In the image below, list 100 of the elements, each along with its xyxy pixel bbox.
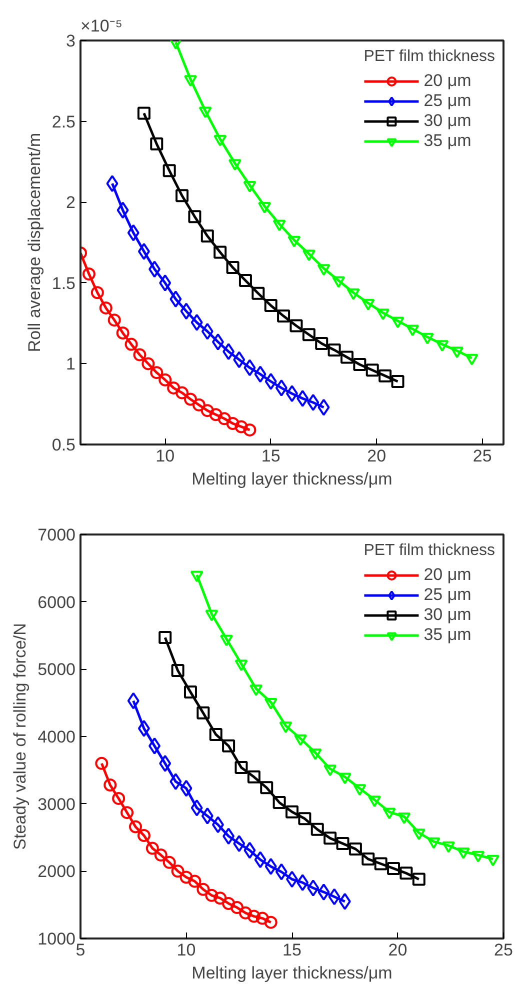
point <box>226 261 240 274</box>
point <box>162 164 176 178</box>
point <box>264 372 277 390</box>
point <box>336 837 350 850</box>
x-tick-label: 25 <box>494 940 513 960</box>
point <box>277 310 290 323</box>
point <box>442 841 456 853</box>
point <box>406 324 420 336</box>
legend-label: 35 μm <box>424 625 472 645</box>
point <box>247 770 260 784</box>
y-tick-label: 0.5 <box>52 436 76 454</box>
point <box>420 332 434 344</box>
point <box>127 224 140 242</box>
point <box>188 874 202 888</box>
point <box>366 364 379 377</box>
point <box>218 412 231 426</box>
point <box>233 351 246 368</box>
point <box>176 189 189 202</box>
x-tick-label: 10 <box>176 940 196 960</box>
y-tick-label: 1.5 <box>52 274 76 293</box>
y-tick-label: 1 <box>66 354 76 374</box>
point <box>222 739 236 752</box>
point <box>209 408 222 422</box>
point <box>209 728 222 741</box>
point <box>465 354 478 366</box>
point <box>108 314 121 327</box>
point <box>184 686 197 699</box>
point <box>328 888 340 906</box>
point <box>294 734 307 746</box>
point <box>184 392 197 406</box>
point <box>238 906 252 920</box>
point <box>315 337 328 350</box>
y-tick-label: 4000 <box>38 728 76 746</box>
point <box>222 828 235 845</box>
point <box>275 379 288 396</box>
point <box>230 901 244 914</box>
point <box>412 872 426 886</box>
point <box>362 852 375 866</box>
point <box>167 381 180 394</box>
point <box>150 137 164 150</box>
point <box>436 340 449 352</box>
point <box>254 366 266 383</box>
point <box>272 220 286 232</box>
point <box>128 820 142 834</box>
point <box>198 106 212 118</box>
x-tick-label: 15 <box>282 940 302 960</box>
point <box>212 333 224 350</box>
point <box>264 916 278 929</box>
y-tick-label: 3000 <box>38 794 76 814</box>
legend-label: 35 μm <box>424 131 472 151</box>
point <box>180 302 192 320</box>
point <box>234 660 248 672</box>
legend-label: 30 μm <box>424 111 472 131</box>
point <box>328 343 341 356</box>
point <box>205 888 218 902</box>
y-tick-label: 2.5 <box>52 112 76 132</box>
point <box>318 884 330 901</box>
point <box>116 202 129 219</box>
legend-label: 30 μm <box>424 605 472 625</box>
point <box>82 268 96 280</box>
y-tick-label: 7000 <box>38 526 76 544</box>
point <box>324 832 337 845</box>
point <box>142 357 155 370</box>
y-tick-label: 1000 <box>38 930 76 948</box>
point <box>247 910 260 923</box>
point <box>138 242 150 260</box>
point <box>214 246 227 259</box>
point <box>150 366 164 380</box>
point <box>214 892 227 905</box>
point <box>133 348 146 362</box>
point <box>214 134 227 146</box>
point <box>234 420 248 434</box>
point <box>148 260 161 278</box>
point <box>170 290 182 308</box>
point <box>95 756 108 770</box>
point <box>391 316 404 328</box>
point <box>200 230 214 243</box>
point <box>256 912 269 925</box>
point <box>184 75 197 87</box>
y-tick-label: 2 <box>66 193 76 212</box>
point <box>258 202 272 214</box>
point <box>307 394 320 411</box>
point <box>427 837 440 849</box>
point <box>290 319 303 332</box>
x-axis-title: Melting layer thickness/μm <box>192 964 392 982</box>
point <box>238 274 252 287</box>
x-tick-label: 20 <box>388 940 408 960</box>
point <box>332 276 346 288</box>
point <box>201 807 214 824</box>
legend-label: 20 μm <box>424 565 472 585</box>
point <box>279 722 292 734</box>
point <box>171 664 184 678</box>
point <box>180 780 192 797</box>
point <box>264 299 278 312</box>
y-axis-title: Roll average displacement/m <box>24 132 44 352</box>
point <box>124 338 138 351</box>
point <box>378 369 392 382</box>
point <box>243 423 256 436</box>
point <box>120 806 134 820</box>
point <box>196 706 210 720</box>
